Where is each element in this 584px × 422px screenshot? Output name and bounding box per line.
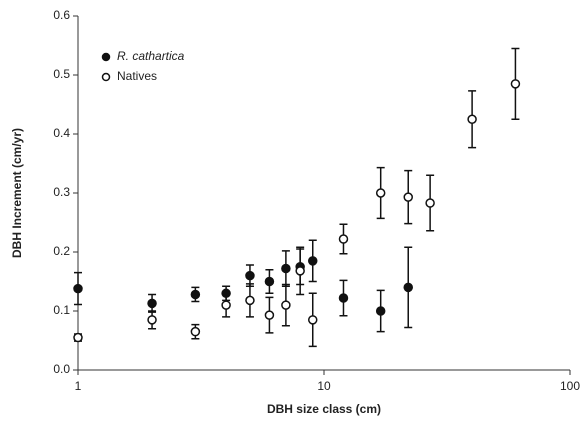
- legend-label: Natives: [117, 69, 157, 83]
- point: [264, 310, 275, 320]
- point: [281, 263, 291, 274]
- point: [281, 300, 291, 310]
- y-tick-label: 0.5: [53, 67, 70, 81]
- point: [403, 192, 413, 202]
- point: [307, 315, 318, 325]
- point: [510, 79, 521, 89]
- point: [190, 289, 201, 300]
- y-tick-label: 0.4: [53, 126, 70, 140]
- point: [295, 266, 305, 276]
- y-tick-label: 0.6: [53, 8, 70, 22]
- x-tick-label: 100: [560, 379, 580, 393]
- point: [467, 114, 477, 124]
- point: [221, 300, 231, 310]
- point: [73, 283, 83, 294]
- point: [245, 295, 255, 306]
- point: [190, 326, 201, 337]
- y-tick-label: 0.1: [53, 303, 70, 317]
- legend-label: R. cathartica: [117, 49, 185, 63]
- legend-marker: [101, 52, 111, 62]
- point: [307, 256, 318, 266]
- point: [425, 198, 435, 208]
- x-tick-label: 1: [75, 379, 82, 393]
- point: [403, 282, 413, 293]
- y-axis-label: DBH Increment (cm/yr): [10, 128, 24, 258]
- y-tick-label: 0.3: [53, 185, 70, 199]
- y-tick-label: 0.2: [53, 244, 70, 258]
- x-axis-label: DBH size class (cm): [267, 402, 381, 416]
- point: [73, 332, 83, 343]
- point: [264, 276, 275, 287]
- x-tick-label: 10: [317, 379, 331, 393]
- point: [375, 188, 386, 198]
- legend-marker: [101, 72, 111, 82]
- point: [338, 234, 349, 244]
- point: [375, 306, 386, 316]
- point: [245, 270, 255, 281]
- point: [147, 315, 157, 325]
- point: [147, 298, 157, 309]
- point: [338, 293, 349, 303]
- y-tick-label: 0.0: [53, 362, 70, 376]
